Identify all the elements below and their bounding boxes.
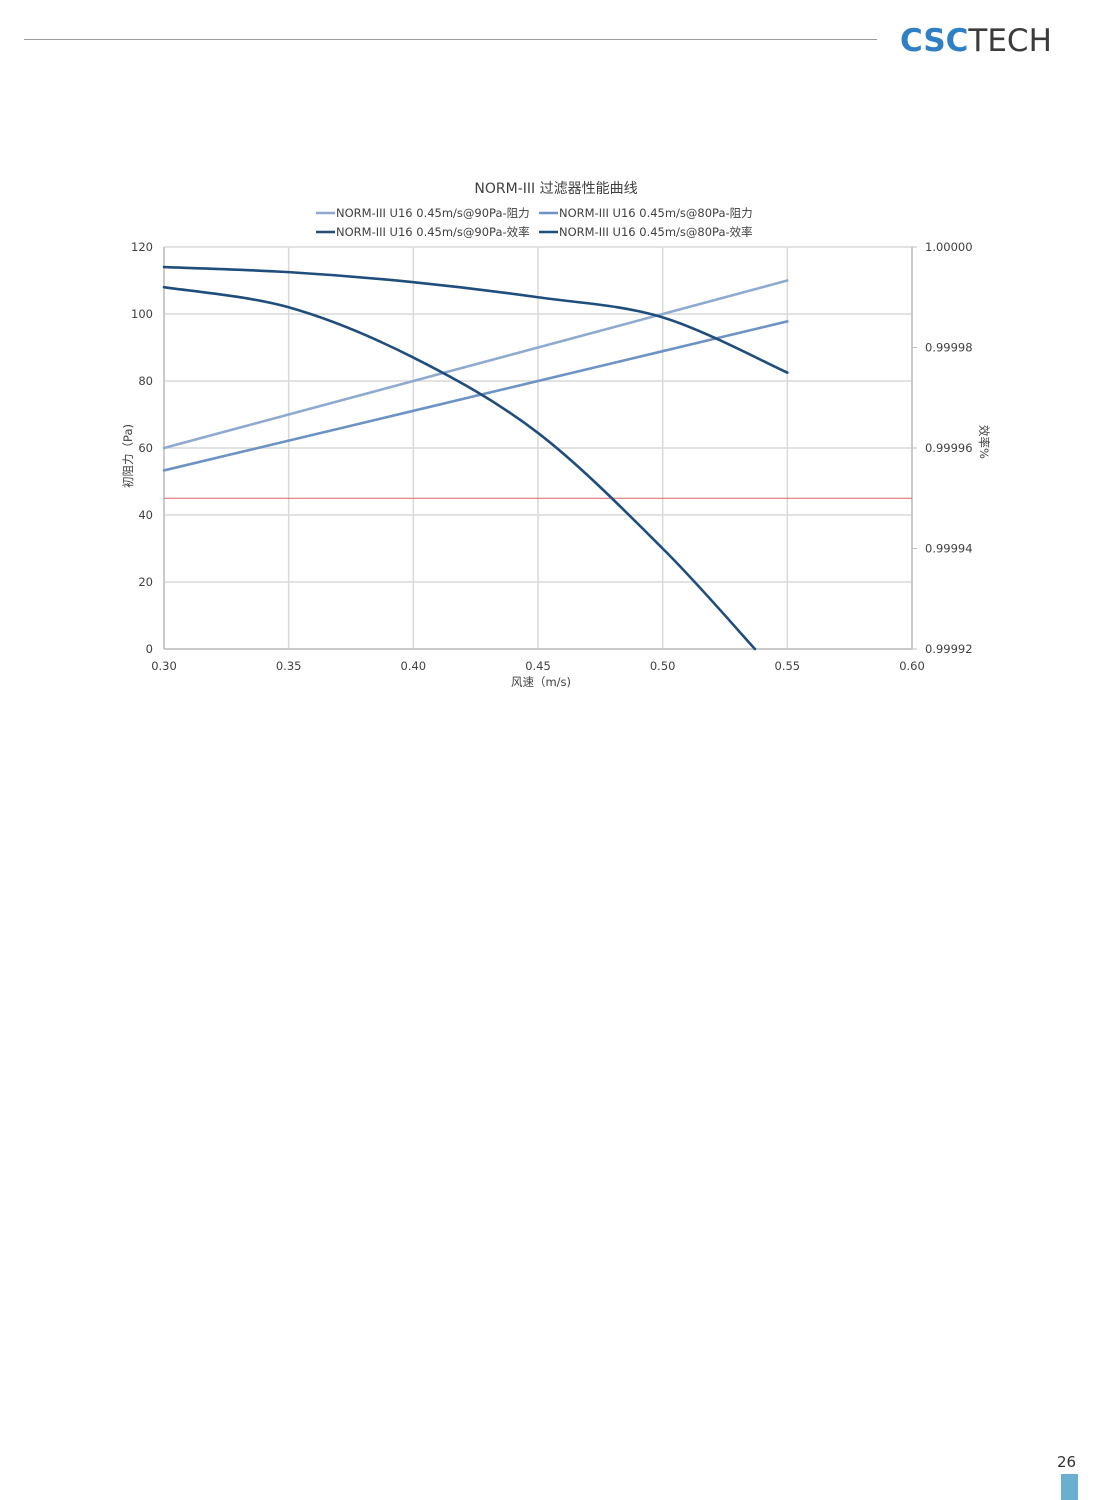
x-tick-label: 0.40 — [401, 659, 427, 673]
series-line-2 — [162, 320, 789, 472]
y-tick-label: 100 — [131, 307, 153, 321]
logo-tech: TECH — [968, 23, 1052, 59]
x-axis-label: 风速（m/s) — [511, 675, 571, 689]
x-tick-label: 0.35 — [276, 659, 302, 673]
y-tick-label: 40 — [138, 508, 153, 522]
chart-title: NORM-III 过滤器性能曲线 — [474, 181, 637, 197]
text-layer: 0.30 0.35 0.40 0.45 0.50 0.55 0.60 0 20 40 60 80 100… — [121, 181, 991, 689]
x-tick-label: 0.30 — [151, 659, 177, 673]
y-tick-label: 120 — [131, 240, 153, 254]
performance-chart: 0.30 0.35 0.40 0.45 0.50 0.55 0.60 0 20 40 60 80 100… — [121, 181, 991, 689]
legend-label-4: NORM-III U16 0.45m/s@80Pa-效率 — [559, 225, 753, 239]
logo-csc: CSC — [900, 23, 969, 59]
y2-axis-label: 效率% — [977, 425, 991, 459]
page-marker-bar — [1061, 1474, 1078, 1500]
company-logo: CSCTECH — [900, 22, 1052, 60]
y2-tick-label: 1.00000 — [925, 240, 973, 254]
x-tick-label: 0.50 — [650, 659, 676, 673]
page-number: 26 — [1057, 1453, 1077, 1471]
series-line-3 — [162, 265, 789, 374]
y2-tick-label: 0.99998 — [925, 341, 973, 355]
y2-tick-label: 0.99996 — [925, 441, 973, 455]
grid-layer — [163, 246, 913, 650]
y-tick-label: 80 — [138, 374, 153, 388]
y2-tick-label: 0.99992 — [925, 642, 973, 656]
axes-layer — [163, 246, 917, 650]
x-tick-label: 0.45 — [525, 659, 551, 673]
y-tick-label: 60 — [138, 441, 153, 455]
legend-label-1: NORM-III U16 0.45m/s@90Pa-阻力 — [336, 206, 530, 220]
header-divider — [24, 39, 877, 40]
x-tick-label: 0.60 — [899, 659, 925, 673]
y-tick-label: 0 — [146, 642, 153, 656]
series-line-1 — [162, 279, 789, 450]
x-tick-label: 0.55 — [775, 659, 801, 673]
series-layer — [162, 265, 912, 651]
y2-tick-label: 0.99994 — [925, 542, 973, 556]
y-axis-label: 初阻力（Pa) — [121, 424, 135, 488]
legend-label-3: NORM-III U16 0.45m/s@90Pa-效率 — [336, 225, 530, 239]
legend-label-2: NORM-III U16 0.45m/s@80Pa-阻力 — [559, 206, 753, 220]
y-tick-label: 20 — [138, 575, 153, 589]
series-line-4 — [162, 285, 757, 651]
